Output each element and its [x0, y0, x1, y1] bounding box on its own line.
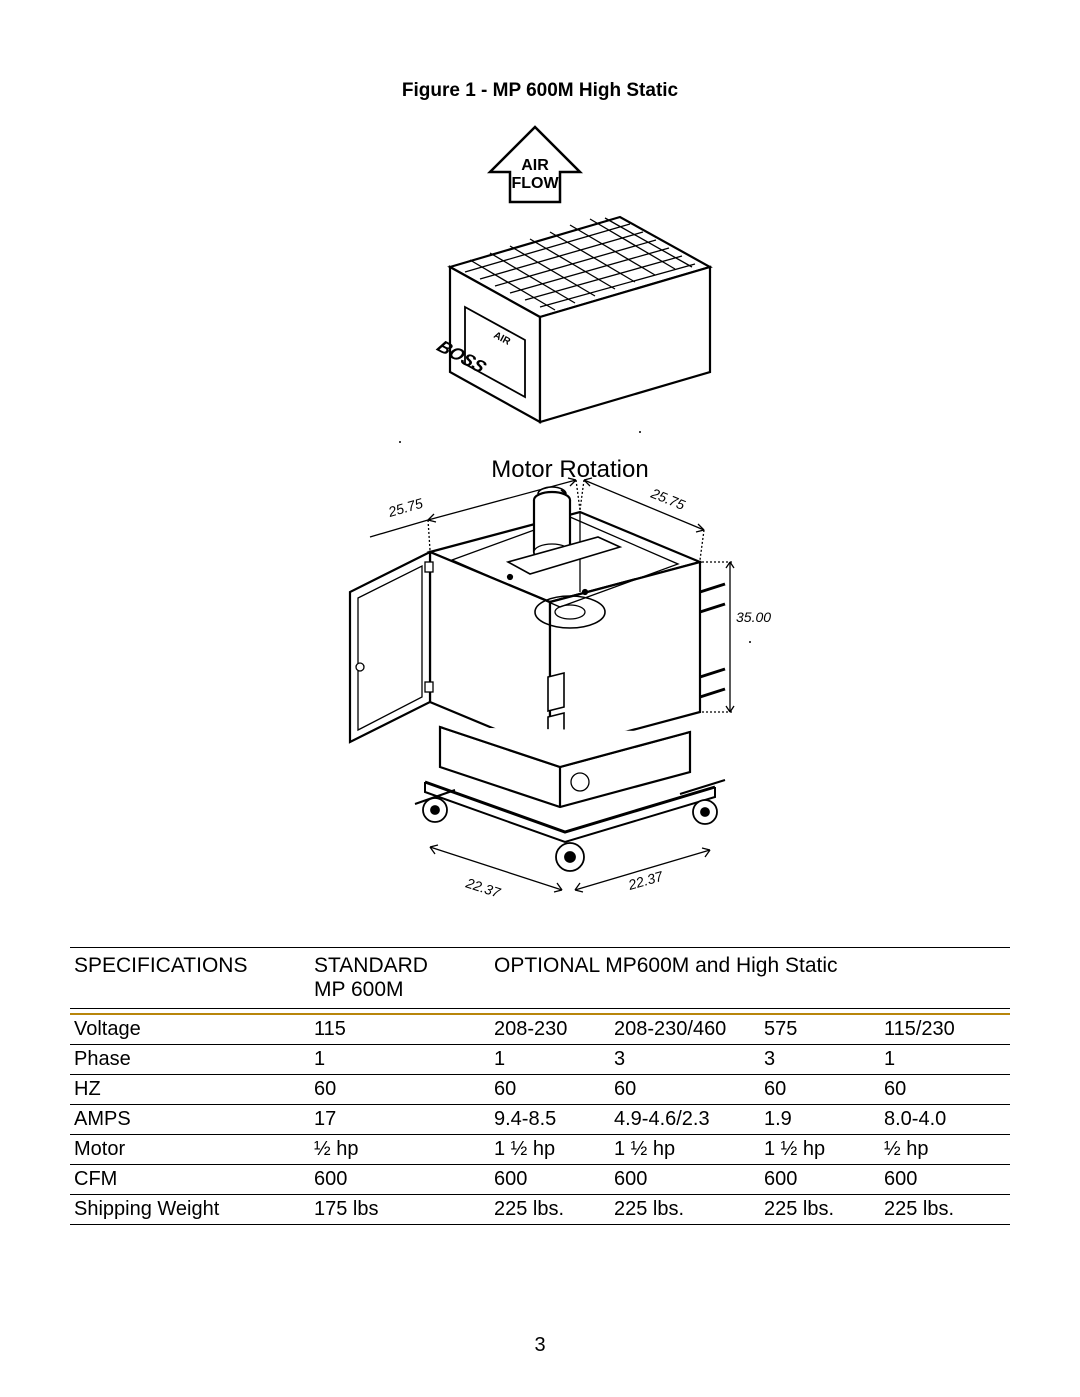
col-optional-group: OPTIONAL MP600M and High Static	[490, 948, 1010, 1009]
dim-height	[702, 562, 734, 712]
row-value: 600	[610, 1165, 760, 1195]
table-row: Phase11331	[70, 1045, 1010, 1075]
row-value: 225 lbs.	[490, 1195, 610, 1225]
figure-title: Figure 1 - MP 600M High Static	[70, 80, 1010, 102]
table-row: AMPS179.4-8.54.9-4.6/2.31.98.0-4.0	[70, 1105, 1010, 1135]
row-value: 600	[880, 1165, 1010, 1195]
col-specifications: SPECIFICATIONS	[70, 948, 310, 1009]
row-value: 60	[610, 1075, 760, 1105]
row-label: Phase	[70, 1045, 310, 1075]
row-value: 600	[490, 1165, 610, 1195]
diagram-container: AIR FLOW	[70, 122, 1010, 917]
airflow-label-2: FLOW	[511, 175, 559, 192]
top-unit	[450, 217, 710, 422]
row-value: 115	[310, 1014, 490, 1045]
row-value: 3	[610, 1045, 760, 1075]
row-value: 115/230	[880, 1014, 1010, 1045]
row-value: 1	[880, 1045, 1010, 1075]
row-value: 1.9	[760, 1105, 880, 1135]
dim-height-label: 35.00	[736, 609, 771, 625]
table-row: CFM600600600600600	[70, 1165, 1010, 1195]
row-value: 60	[880, 1075, 1010, 1105]
row-value: 9.4-8.5	[490, 1105, 610, 1135]
table-row: Voltage115208-230208-230/460575115/230	[70, 1014, 1010, 1045]
row-value: 3	[760, 1045, 880, 1075]
spec-table: SPECIFICATIONS STANDARD MP 600M OPTIONAL…	[70, 947, 1010, 1225]
row-value: ½ hp	[310, 1135, 490, 1165]
cart-base	[415, 727, 725, 871]
airflow-label-1: AIR	[521, 157, 549, 174]
row-label: HZ	[70, 1075, 310, 1105]
dim-top-left-label: 25.75	[385, 495, 424, 520]
row-value: 225 lbs.	[880, 1195, 1010, 1225]
row-label: AMPS	[70, 1105, 310, 1135]
main-cabinet	[350, 492, 725, 752]
row-value: ½ hp	[880, 1135, 1010, 1165]
row-label: Motor	[70, 1135, 310, 1165]
table-row: Shipping Weight175 lbs225 lbs.225 lbs.22…	[70, 1195, 1010, 1225]
dim-base-left-label: 22.37	[463, 874, 503, 901]
row-value: 225 lbs.	[610, 1195, 760, 1225]
row-value: 600	[310, 1165, 490, 1195]
row-value: 60	[490, 1075, 610, 1105]
row-value: 1 ½ hp	[610, 1135, 760, 1165]
row-label: Shipping Weight	[70, 1195, 310, 1225]
col-standard: STANDARD MP 600M	[310, 948, 490, 1009]
row-value: 1	[490, 1045, 610, 1075]
row-value: 208-230	[490, 1014, 610, 1045]
row-value: 600	[760, 1165, 880, 1195]
page-number: 3	[0, 1334, 1080, 1357]
equipment-diagram: AIR FLOW	[280, 122, 800, 912]
row-value: 175 lbs	[310, 1195, 490, 1225]
row-label: CFM	[70, 1165, 310, 1195]
table-row: Motor½ hp1 ½ hp1 ½ hp1 ½ hp½ hp	[70, 1135, 1010, 1165]
page: Figure 1 - MP 600M High Static AIR FLOW	[0, 0, 1080, 1397]
row-value: 1 ½ hp	[760, 1135, 880, 1165]
table-header-row: SPECIFICATIONS STANDARD MP 600M OPTIONAL…	[70, 948, 1010, 1009]
row-value: 8.0-4.0	[880, 1105, 1010, 1135]
row-value: 60	[760, 1075, 880, 1105]
row-value: 4.9-4.6/2.3	[610, 1105, 760, 1135]
row-value: 1	[310, 1045, 490, 1075]
row-value: 1 ½ hp	[490, 1135, 610, 1165]
row-value: 60	[310, 1075, 490, 1105]
row-value: 208-230/460	[610, 1014, 760, 1045]
row-label: Voltage	[70, 1014, 310, 1045]
table-row: HZ6060606060	[70, 1075, 1010, 1105]
row-value: 225 lbs.	[760, 1195, 880, 1225]
dim-base-right-label: 22.37	[625, 868, 665, 894]
row-value: 17	[310, 1105, 490, 1135]
row-value: 575	[760, 1014, 880, 1045]
